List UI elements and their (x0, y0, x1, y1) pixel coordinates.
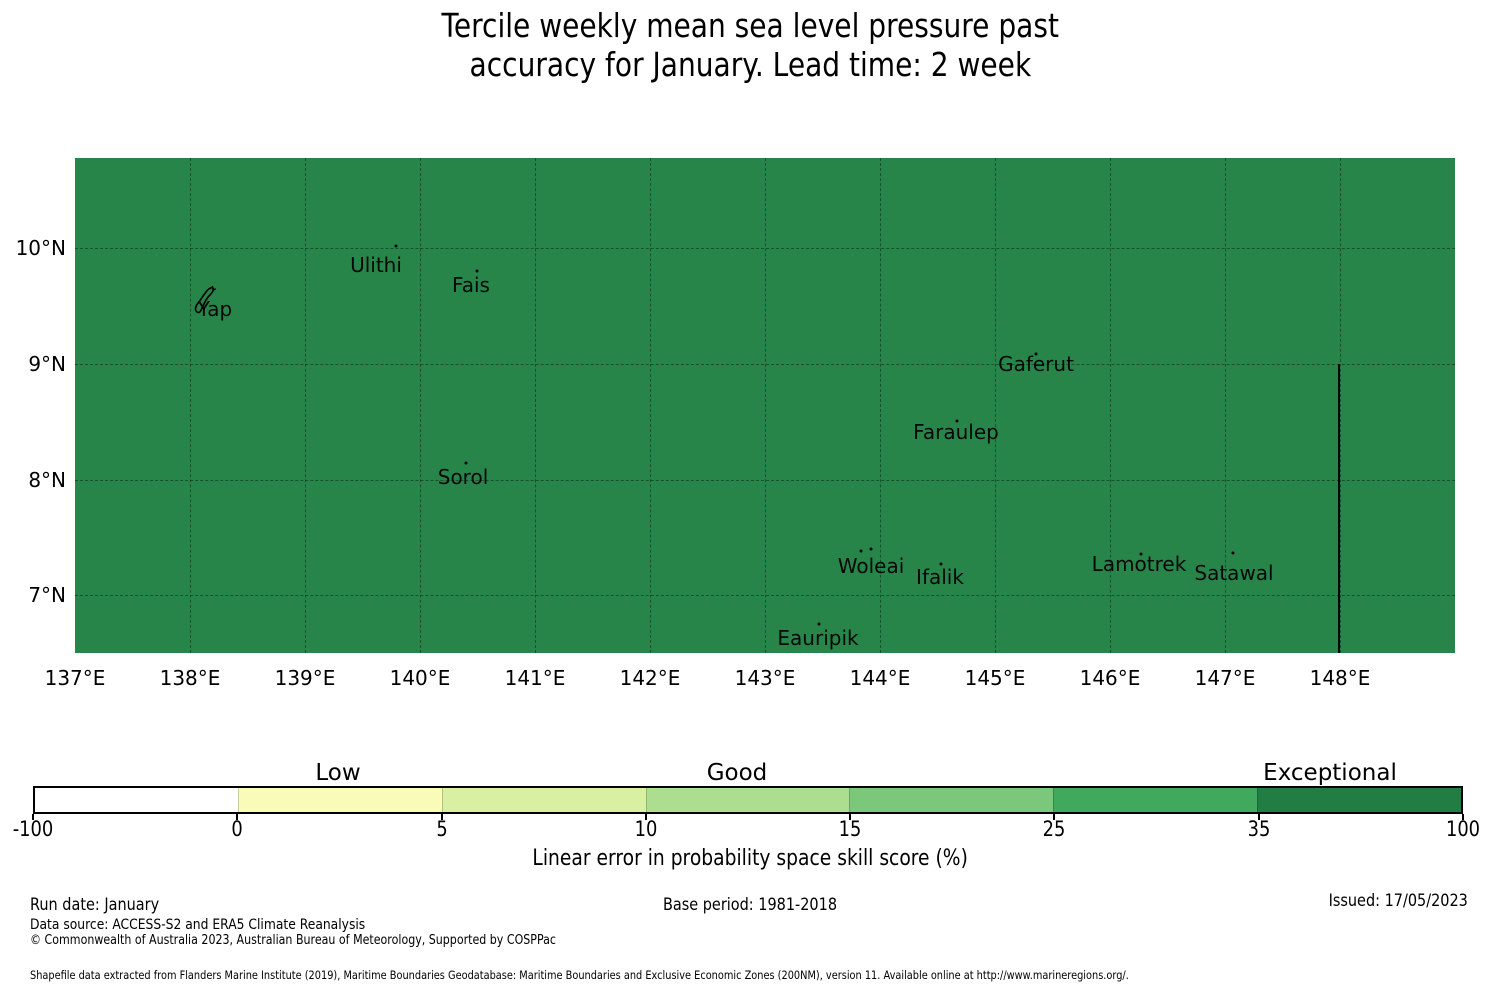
cb-tick-minus100: -100 (12, 817, 54, 841)
xtick-146e: 146°E (1079, 666, 1141, 690)
gridline-142e (650, 158, 651, 653)
gaferut-marker (1034, 352, 1038, 356)
colorbar-label-low: Low (315, 760, 361, 786)
island-label-sorol: Sorol (437, 465, 489, 489)
island-label-gaferut: Gaferut (998, 352, 1074, 376)
sorol-marker (464, 461, 468, 465)
cb-tick-mark (1258, 814, 1260, 820)
gridline-140e (420, 158, 421, 653)
island-label-lamotrek: Lamotrek (1091, 552, 1187, 576)
cb-tick-mark (32, 814, 34, 820)
xtick-147e: 147°E (1194, 666, 1256, 690)
island-label-ulithi: Ulithi (350, 253, 402, 277)
cb-tick-100: 100 (1445, 817, 1481, 841)
colorbar-label-good: Good (706, 760, 768, 786)
colorbar-segment-5 (849, 788, 1054, 812)
colorbar-axis-label: Linear error in probability space skill … (532, 846, 968, 871)
colorbar-segment-7 (1257, 788, 1462, 812)
xtick-141e: 141°E (504, 666, 566, 690)
xtick-143e: 143°E (734, 666, 796, 690)
title-line-2: accuracy for January. Lead time: 2 week (469, 45, 1031, 84)
faraulep-marker (955, 419, 959, 423)
ytick-9n: 9°N (28, 352, 66, 376)
figure-title: Tercile weekly mean sea level pressure p… (0, 6, 1500, 84)
ytick-7n: 7°N (28, 583, 66, 607)
fais-marker (475, 269, 479, 273)
cb-tick-25: 25 (1042, 817, 1066, 841)
island-label-satawal: Satawal (1194, 561, 1274, 585)
gridline-147e (1225, 158, 1226, 653)
gridline-145e (995, 158, 996, 653)
gridline-143e (765, 158, 766, 653)
map-area: Yap Ulithi Fais Sorol Gaferut Faraulep W… (75, 158, 1455, 653)
gridline-148e (1340, 158, 1341, 653)
xtick-138e: 138°E (159, 666, 221, 690)
xtick-139e: 139°E (274, 666, 336, 690)
island-label-ifalik: Ifalik (916, 565, 964, 589)
ytick-10n: 10°N (15, 236, 66, 260)
issued-text: Issued: 17/05/2023 (1328, 891, 1468, 911)
cb-tick-mark (236, 814, 238, 820)
xtick-148e: 148°E (1309, 666, 1371, 690)
cb-tick-10: 10 (634, 817, 658, 841)
cb-tick-0: 0 (231, 817, 243, 841)
title-line-1: Tercile weekly mean sea level pressure p… (441, 6, 1059, 45)
base-period-text: Base period: 1981-2018 (662, 895, 838, 915)
gridline-141e (535, 158, 536, 653)
ulithi-marker (394, 244, 398, 248)
xtick-140e: 140°E (389, 666, 451, 690)
island-label-fais: Fais (452, 273, 490, 297)
gridline-144e (880, 158, 881, 653)
island-label-woleai: Woleai (837, 554, 905, 578)
gridline-7n (75, 595, 1455, 596)
island-label-faraulep: Faraulep (913, 420, 999, 444)
gridline-146e (1110, 158, 1111, 653)
colorbar-segment-6 (1053, 788, 1258, 812)
island-label-eauripik: Eauripik (777, 626, 859, 650)
xtick-145e: 145°E (964, 666, 1026, 690)
copyright-text: © Commonwealth of Australia 2023, Austra… (30, 933, 556, 948)
satawal-marker (1231, 551, 1235, 555)
colorbar-segment-1 (35, 788, 238, 812)
colorbar-segment-3 (441, 788, 646, 812)
woleai-marker (859, 549, 863, 553)
colorbar-segment-4 (645, 788, 850, 812)
cb-tick-15: 15 (838, 817, 862, 841)
shapefile-attribution-text: Shapefile data extracted from Flanders M… (30, 968, 1129, 982)
xtick-144e: 144°E (849, 666, 911, 690)
gridline-138e (190, 158, 191, 653)
eauripik-marker (817, 622, 821, 626)
run-date-text: Run date: January (30, 895, 160, 915)
ytick-8n: 8°N (28, 468, 66, 492)
cb-tick-mark (1462, 814, 1464, 820)
gridline-9n (75, 364, 1455, 365)
yap-island-outline (194, 285, 217, 314)
ifalik-marker (939, 562, 943, 566)
gridline-10n (75, 248, 1455, 249)
lamotrek-marker (1139, 552, 1143, 556)
cb-tick-5: 5 (436, 817, 448, 841)
gridline-8n (75, 480, 1455, 481)
xtick-137e: 137°E (44, 666, 106, 690)
cb-tick-mark (645, 814, 647, 820)
xtick-142e: 142°E (619, 666, 681, 690)
gridline-139e (305, 158, 306, 653)
cb-tick-35: 35 (1247, 817, 1271, 841)
woleai-marker-2 (869, 547, 873, 551)
island-label-yap: Yap (197, 297, 233, 321)
data-source-text: Data source: ACCESS-S2 and ERA5 Climate … (30, 917, 366, 933)
colorbar-label-exceptional: Exceptional (1263, 760, 1397, 786)
maritime-boundary-line (1338, 364, 1340, 653)
colorbar-segment-2 (237, 788, 442, 812)
cb-tick-mark (849, 814, 851, 820)
colorbar (33, 786, 1463, 814)
cb-tick-mark (1053, 814, 1055, 820)
cb-tick-mark (441, 814, 443, 820)
